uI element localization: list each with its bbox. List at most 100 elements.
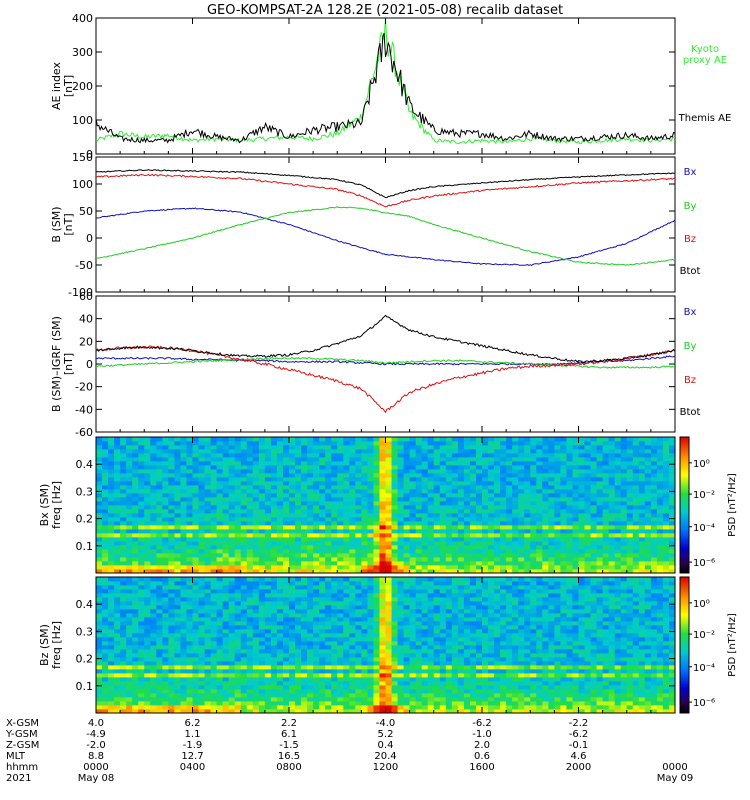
spectrogram-cell — [282, 461, 290, 466]
spectrogram-cell — [210, 625, 218, 630]
spectrogram-cell — [192, 545, 199, 550]
spectrogram-cell — [415, 501, 423, 506]
spectrogram-cell — [210, 637, 218, 642]
spectrogram-cell — [102, 453, 109, 458]
spectrogram-cell — [198, 541, 205, 546]
spectrogram-cell — [138, 517, 145, 522]
spectrogram-cell — [144, 669, 151, 674]
spectrogram-cell — [482, 565, 489, 570]
spectrogram-cell — [295, 445, 302, 450]
spectrogram-cell — [307, 457, 314, 462]
spectrogram-cell — [270, 669, 278, 674]
spectrogram-cell — [114, 641, 121, 646]
spectrogram-cell — [379, 505, 386, 510]
spectrogram-cell — [415, 461, 423, 466]
spectrogram-cell — [325, 497, 332, 502]
spectrogram-cell — [614, 437, 622, 442]
spectrogram-cell — [295, 469, 302, 474]
spectrogram-cell — [276, 437, 284, 442]
spectrogram-cell — [560, 517, 567, 522]
spectrogram-cell — [349, 609, 356, 614]
spectrogram-cell — [168, 621, 175, 626]
spectrogram-cell — [276, 693, 284, 698]
spectrogram-cell — [319, 545, 326, 550]
spectrogram-cell — [276, 557, 284, 562]
spectrogram-cell — [186, 565, 193, 570]
spectrogram-cell — [542, 533, 549, 538]
spectrogram-cell — [234, 577, 242, 582]
spectrogram-cell — [301, 477, 308, 482]
spectrogram-cell — [210, 569, 218, 574]
spectrogram-cell — [475, 569, 483, 574]
spectrogram-cell — [246, 517, 254, 522]
spectrogram-cell — [343, 549, 350, 554]
spectrogram-cell — [325, 565, 332, 570]
spectrogram-cell — [524, 565, 531, 570]
spectrogram-cell — [282, 625, 290, 630]
spectrogram-cell — [391, 557, 398, 562]
y-tick-label: 0.1 — [76, 540, 94, 553]
spectrogram-cell — [325, 589, 332, 594]
spectrogram-cell — [186, 665, 193, 670]
spectrogram-cell — [469, 481, 477, 486]
spectrogram-cell — [150, 661, 157, 666]
spectrogram-cell — [325, 485, 332, 490]
spectrogram-cell — [638, 549, 646, 554]
spectrogram-cell — [445, 505, 453, 510]
spectrogram-cell — [114, 633, 121, 638]
spectrogram-cell — [162, 701, 169, 706]
spectrogram-cell — [602, 465, 610, 470]
spectrogram-cell — [494, 529, 501, 534]
spectrogram-cell — [210, 709, 218, 714]
spectrogram-cell — [668, 565, 676, 570]
spectrogram-cell — [301, 593, 308, 598]
spectrogram-cell — [216, 665, 224, 670]
spectrogram-cell — [494, 481, 501, 486]
spectrogram-cell — [108, 653, 115, 658]
spectrogram-cell — [463, 489, 471, 494]
spectrogram-cell — [301, 557, 308, 562]
spectrogram-cell — [270, 561, 278, 566]
spectrogram-cell — [144, 681, 151, 686]
series-line-btot — [95, 314, 676, 363]
spectrogram-cell — [138, 537, 145, 542]
spectrogram-cell — [620, 513, 628, 518]
spectrogram-cell — [451, 441, 459, 446]
spectrogram-cell — [445, 469, 453, 474]
spectrogram-cell — [156, 657, 163, 662]
spectrogram-cell — [138, 673, 145, 678]
spectrogram-cell — [276, 669, 284, 674]
spectrogram-cell — [391, 501, 398, 506]
spectrogram-cell — [325, 521, 332, 526]
spectrogram-cell — [572, 537, 579, 542]
spectrogram-cell — [379, 485, 386, 490]
spectrogram-cell — [234, 677, 242, 682]
spectrogram-cell — [252, 553, 260, 558]
spectrogram-cell — [192, 633, 199, 638]
spectrogram-cell — [578, 457, 585, 462]
spectrogram-cell — [180, 633, 187, 638]
spectrogram-cell — [421, 497, 429, 502]
spectrogram-cell — [488, 445, 495, 450]
spectrogram-cell — [276, 501, 284, 506]
spectrogram-cell — [421, 561, 429, 566]
spectrogram-cell — [222, 609, 230, 614]
spectrogram-cell — [192, 537, 199, 542]
spectrogram-cell — [385, 449, 392, 454]
spectrogram-cell — [650, 521, 658, 526]
spectrogram-cell — [451, 569, 459, 574]
spectrogram-cell — [120, 489, 127, 494]
spectrogram-cell — [632, 533, 640, 538]
spectrogram-cell — [331, 621, 338, 626]
spectrogram-cell — [524, 497, 531, 502]
spectrogram-cell — [542, 501, 549, 506]
spectrogram-cell — [325, 617, 332, 622]
spectrogram-cell — [289, 613, 296, 618]
spectrogram-cell — [433, 565, 441, 570]
spectrogram-cell — [578, 465, 585, 470]
spectrogram-cell — [662, 437, 670, 442]
spectrogram-cell — [421, 537, 429, 542]
spectrogram-cell — [289, 477, 296, 482]
spectrogram-cell — [566, 553, 573, 558]
spectrogram-cell — [276, 513, 284, 518]
